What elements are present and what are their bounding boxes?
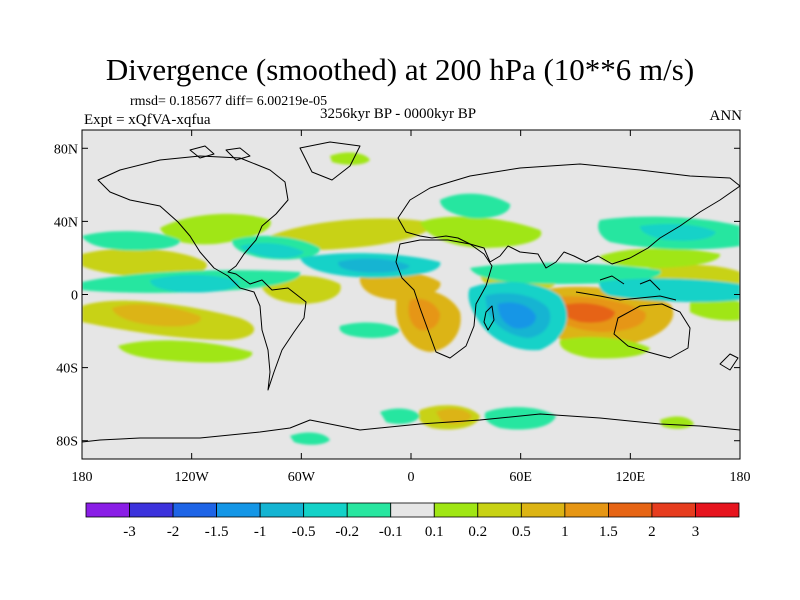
- maritime-continent-coastline: [575, 275, 677, 301]
- colorbar-swatch: [564, 502, 609, 518]
- chart-title: Divergence (smoothed) at 200 hPa (10**6 …: [105, 52, 695, 87]
- colorbar-label: 0.1: [425, 524, 444, 540]
- colorbar-swatch: [172, 502, 217, 518]
- madagascar-coastline: [483, 305, 495, 331]
- colorbar-swatch: [695, 502, 740, 518]
- field-positive: [560, 303, 615, 323]
- y-tick-label: 40S: [56, 362, 78, 377]
- field-negative: [484, 407, 556, 430]
- period-label: 3256kyr BP - 0000kyr BP: [320, 106, 477, 122]
- greenland-coastline: [299, 141, 361, 181]
- colorbar-swatch: [85, 502, 130, 518]
- colorbar-swatch: [608, 502, 653, 518]
- field-negative: [82, 231, 181, 251]
- field-negative: [440, 193, 511, 219]
- colorbar-label: -0.1: [379, 524, 403, 540]
- colorbar-swatch: [303, 502, 348, 518]
- americas-coastline: [97, 155, 307, 391]
- season-label: ANN: [709, 108, 743, 124]
- colorbar-swatch: [216, 502, 261, 518]
- field-negative: [339, 322, 400, 338]
- colorbar-swatch: [129, 502, 174, 518]
- field-negative: [498, 302, 536, 329]
- colorbar-label: 2: [648, 524, 656, 540]
- y-tick-label: 40N: [54, 215, 78, 230]
- field-negative: [599, 278, 740, 303]
- colorbar-label: -0.2: [335, 524, 359, 540]
- field-negative: [380, 408, 420, 424]
- field-negative: [290, 432, 330, 445]
- colorbar-label: 1: [561, 524, 569, 540]
- colorbar-label: -2: [167, 524, 180, 540]
- y-tick-label: 80N: [54, 142, 78, 157]
- field-positive: [160, 213, 271, 245]
- x-tick-label: 120E: [616, 470, 646, 485]
- field-negative: [640, 224, 716, 241]
- field-positive: [690, 297, 740, 321]
- x-tick-label: 60E: [509, 470, 532, 485]
- colorbar-swatch: [520, 502, 566, 518]
- x-tick-label: 60W: [288, 470, 316, 485]
- colorbar-label: 0.5: [512, 524, 531, 540]
- colorbar-swatch: [651, 502, 696, 518]
- field-negative: [150, 274, 240, 293]
- colorbar-swatch: [390, 502, 435, 518]
- field-positive: [408, 298, 440, 331]
- field-negative: [470, 262, 661, 284]
- field-negative: [338, 258, 410, 273]
- colorbar: -3 -2 -1.5 -1 -0.5 -0.2 -0.1 0.1 0.2 0.5 1 1.5 2 3: [85, 502, 740, 540]
- field-negative: [240, 243, 304, 259]
- field-positive: [436, 408, 472, 424]
- field-positive: [82, 248, 207, 279]
- field-positive: [330, 152, 370, 165]
- field-positive: [270, 218, 432, 250]
- stats-label: rmsd= 0.185677 diff= 6.00219e-05: [130, 94, 328, 109]
- colorbar-swatch: [259, 502, 305, 518]
- antarctica-coastline: [82, 413, 740, 443]
- colorbar-label: 3: [692, 524, 700, 540]
- colorbar-swatch: [477, 502, 522, 518]
- eurasia-coastline: [397, 163, 740, 269]
- experiment-label: Expt = xQfVA-xqfua: [84, 112, 211, 128]
- australia-coastline: [613, 303, 691, 359]
- colorbar-swatch: [433, 502, 479, 518]
- y-tick-label: 80S: [56, 435, 78, 450]
- colorbar-label: -1.5: [205, 524, 229, 540]
- field-positive: [118, 340, 253, 363]
- map-axes: 180 120W 60W 0 60E 120E 180 80N 40N 0 40S 80S: [54, 130, 751, 485]
- field-positive: [559, 337, 650, 359]
- field-positive: [112, 304, 201, 327]
- x-tick-label: 180: [730, 470, 751, 485]
- field-positive: [600, 248, 721, 268]
- x-tick-label: 120W: [175, 470, 210, 485]
- x-tick-label: 0: [408, 470, 415, 485]
- x-tick-label: 180: [72, 470, 93, 485]
- colorbar-label: 0.2: [468, 524, 487, 540]
- colorbar-label: 1.5: [599, 524, 618, 540]
- colorbar-label: -0.5: [292, 524, 316, 540]
- new-zealand-coastline: [719, 353, 739, 371]
- y-tick-label: 0: [71, 289, 78, 304]
- colorbar-swatch: [346, 502, 392, 518]
- coastlines: [82, 141, 740, 443]
- africa-coastline: [395, 239, 493, 359]
- colorbar-label: -3: [123, 524, 136, 540]
- colorbar-label: -1: [254, 524, 267, 540]
- arctic-islands-coastline: [189, 145, 251, 161]
